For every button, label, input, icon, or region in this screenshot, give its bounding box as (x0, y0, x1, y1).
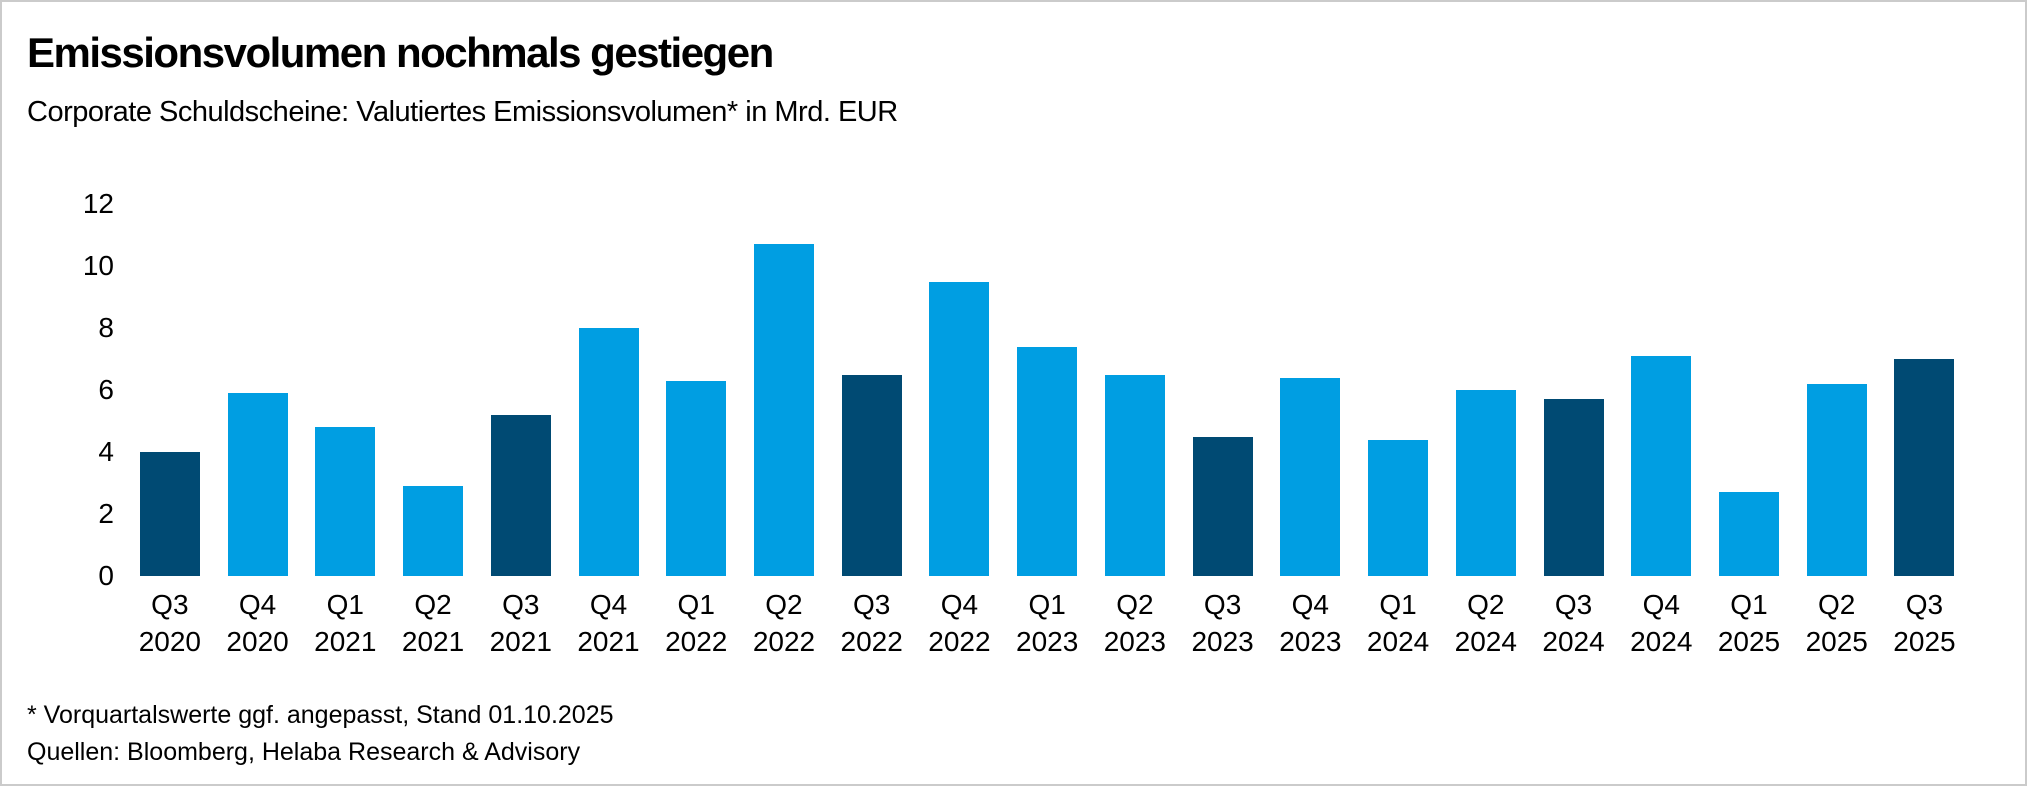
x-label-quarter: Q3 (1203, 589, 1242, 620)
chart-footnote: * Vorquartalswerte ggf. angepasst, Stand… (27, 701, 614, 729)
x-label-quarter: Q4 (940, 589, 979, 620)
bar-q3-2024 (1543, 399, 1604, 576)
bar-q3-2023 (1192, 436, 1253, 576)
x-label-year: 2020 (138, 626, 201, 657)
bar-q3-2025 (1894, 359, 1955, 576)
x-label-quarter: Q1 (1028, 589, 1066, 620)
chart-title: Emissionsvolumen nochmals gestiegen (27, 29, 774, 76)
x-label-quarter: Q3 (151, 589, 189, 620)
chart-subtitle: Corporate Schuldscheine: Valutiertes Emi… (27, 96, 898, 128)
x-label-year: 2022 (840, 626, 903, 657)
x-label-quarter: Q4 (1642, 589, 1680, 620)
bar-q2-2024 (1455, 390, 1516, 576)
x-axis-tick-label: Q2 2021 (389, 586, 477, 660)
x-label-year: 2025 (1717, 626, 1781, 657)
x-axis-tick-label: Q2 2022 (740, 586, 828, 660)
x-label-year: 2023 (1016, 626, 1079, 657)
x-axis-tick-label: Q3 2023 (1179, 586, 1267, 660)
x-axis-tick-label: Q1 2024 (1354, 586, 1442, 660)
x-label-quarter: Q2 (765, 589, 803, 620)
x-label-year: 2023 (1191, 626, 1254, 657)
x-label-year: 2024 (1630, 626, 1693, 657)
bar-q4-2023 (1280, 377, 1341, 576)
y-axis-tick-label: 6 (98, 374, 114, 405)
x-label-quarter: Q4 (1291, 589, 1330, 620)
bar-q4-2020 (227, 393, 288, 576)
bar-q4-2021 (578, 328, 639, 576)
bar-q1-2023 (1017, 346, 1078, 576)
x-axis-tick-label: Q4 2022 (916, 586, 1004, 660)
y-axis-tick-label: 10 (82, 250, 114, 281)
x-axis-tick-label: Q3 2020 (126, 586, 214, 660)
x-label-year: 2022 (665, 626, 728, 657)
x-label-quarter: Q1 (1379, 589, 1417, 620)
x-axis-tick-label: Q4 2021 (565, 586, 653, 660)
x-label-quarter: Q2 (414, 589, 452, 620)
bar-q3-2022 (841, 374, 902, 576)
bar-q3-2021 (490, 414, 551, 576)
x-label-quarter: Q4 (238, 589, 277, 620)
bar-q1-2022 (666, 380, 727, 576)
bar-q1-2024 (1368, 439, 1429, 576)
x-label-quarter: Q2 (1818, 589, 1856, 620)
x-axis-tick-label: Q3 2024 (1530, 586, 1618, 660)
bar-q4-2022 (929, 281, 990, 576)
bar-q1-2025 (1719, 492, 1779, 576)
x-label-year: 2021 (314, 626, 377, 657)
x-label-quarter: Q1 (326, 589, 364, 620)
x-label-quarter: Q1 (677, 589, 715, 620)
x-axis-tick-label: Q2 2023 (1091, 586, 1179, 660)
x-label-year: 2022 (928, 626, 991, 657)
bar-q1-2021 (315, 427, 376, 576)
y-axis-tick-label: 8 (98, 312, 114, 343)
x-label-year: 2024 (1454, 626, 1517, 657)
x-label-quarter: Q3 (1554, 589, 1593, 620)
bar-q2-2022 (753, 244, 814, 576)
x-label-year: 2023 (1103, 626, 1167, 657)
x-axis-tick-label: Q4 2024 (1617, 586, 1705, 660)
x-label-quarter: Q2 (1116, 589, 1154, 620)
x-label-year: 2024 (1366, 626, 1430, 657)
x-label-year: 2025 (1893, 626, 1956, 657)
x-axis-tick-label: Q3 2022 (828, 586, 916, 660)
x-label-year: 2020 (226, 626, 289, 657)
y-axis-tick-label: 12 (82, 188, 114, 219)
chart-sources: Quellen: Bloomberg, Helaba Research & Ad… (27, 738, 581, 766)
x-axis-tick-label: Q1 2025 (1705, 586, 1793, 660)
x-axis-tick-label: Q4 2020 (214, 586, 302, 660)
x-axis-tick-label: Q1 2022 (652, 586, 740, 660)
x-label-year: 2021 (577, 626, 640, 657)
x-label-quarter: Q1 (1730, 589, 1768, 620)
x-axis-tick-label: Q4 2023 (1266, 586, 1354, 660)
x-label-year: 2021 (401, 626, 465, 657)
x-label-quarter: Q3 (502, 589, 540, 620)
x-label-year: 2023 (1279, 626, 1342, 657)
x-label-year: 2022 (752, 626, 816, 657)
x-label-quarter: Q2 (1467, 589, 1505, 620)
bar-q4-2024 (1631, 355, 1692, 576)
y-axis-tick-label: 2 (98, 498, 114, 529)
x-axis-tick-label: Q1 2021 (301, 586, 389, 660)
bar-q2-2021 (403, 486, 464, 576)
bar-q2-2025 (1806, 383, 1867, 576)
x-label-year: 2024 (1542, 626, 1605, 657)
x-axis-tick-label: Q2 2025 (1793, 586, 1881, 660)
x-label-year: 2025 (1805, 626, 1868, 657)
x-label-quarter: Q4 (589, 589, 628, 620)
y-axis-tick-label: 4 (98, 436, 114, 467)
bar-q3-2020 (139, 452, 200, 576)
x-axis-tick-label: Q2 2024 (1442, 586, 1530, 660)
x-axis-tick-label: Q3 2021 (477, 586, 565, 660)
bar-q2-2023 (1104, 374, 1165, 576)
x-axis-tick-label: Q1 2023 (1003, 586, 1091, 660)
x-label-year: 2021 (489, 626, 552, 657)
x-label-quarter: Q3 (853, 589, 891, 620)
x-label-quarter: Q3 (1905, 589, 1944, 620)
x-axis-tick-label: Q3 2025 (1881, 586, 1969, 660)
y-axis-tick-label: 0 (98, 560, 114, 591)
